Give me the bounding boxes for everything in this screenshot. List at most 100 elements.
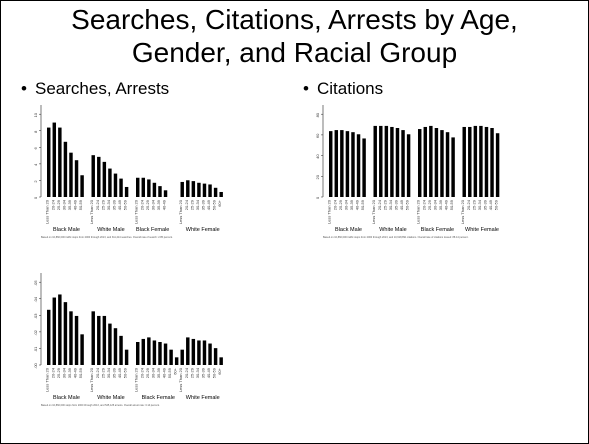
y-tick-label: .00 [33, 362, 38, 368]
bar [52, 297, 57, 365]
group-label: White Male [97, 395, 125, 401]
x-tick-label: 35-39 [156, 367, 161, 378]
bar [429, 125, 433, 197]
x-tick-label: 50-59 [360, 199, 365, 210]
bullet-searches-arrests: • Searches, Arrests [21, 79, 169, 99]
group-label: Black Female [142, 395, 175, 401]
x-tick-label: 35-39 [67, 367, 72, 378]
bar [219, 357, 223, 365]
x-tick-label: 50-59 [212, 367, 217, 378]
x-tick-label: 50-59 [123, 199, 128, 210]
chart-footnote: Based on 10,860,000 traffic stops from 2… [323, 236, 469, 239]
bar [208, 184, 212, 197]
x-tick-label: 25-29 [471, 199, 476, 210]
x-tick-label: 20-24 [466, 199, 471, 210]
x-tick-label: 50-59 [123, 367, 128, 378]
bar [108, 168, 112, 197]
slide-title-line-1: Searches, Citations, Arrests by Age, [71, 4, 518, 35]
bar [208, 343, 212, 365]
x-tick-label: 40-49 [206, 367, 211, 378]
y-tick-label: 8 [33, 130, 38, 133]
x-tick-label: 25-29 [189, 199, 194, 210]
bar [152, 182, 157, 197]
x-tick-label: 30-34 [106, 367, 111, 378]
group-label: White Female [186, 395, 220, 401]
bar [440, 130, 444, 197]
x-tick-label: 20-24 [139, 367, 144, 378]
x-tick-label: Less Than 20 [45, 367, 50, 392]
bar [197, 182, 201, 197]
bar [401, 130, 405, 197]
x-tick-label: 25-29 [189, 367, 194, 378]
x-tick-label: 25-29 [145, 367, 150, 378]
x-tick-label: 40-49 [355, 199, 360, 210]
bar [191, 181, 196, 197]
x-tick-label: 40-49 [73, 367, 78, 378]
x-tick-label: Less Than 20 [178, 367, 183, 392]
bullet-label: Citations [317, 79, 384, 98]
chart-searches: 0 2 4 6 8 10 Less Than 20 20-24 25-29 30-34 35-39 4… [31, 101, 231, 247]
bar [52, 122, 57, 197]
bar [58, 127, 62, 197]
y-tick-label: .05 [33, 280, 38, 286]
bar [47, 309, 51, 365]
bar [362, 138, 366, 197]
x-tick-label: 30-34 [150, 367, 155, 378]
x-tick-label: 30-34 [195, 199, 200, 210]
x-tick-label: 20-24 [139, 199, 144, 210]
x-tick-label: Less Than 20 [45, 199, 50, 224]
slide-title: Searches, Citations, Arrests by Age, Gen… [11, 3, 578, 69]
x-tick-label: 25-29 [427, 199, 432, 210]
bar [406, 134, 411, 197]
x-tick-label: 50-59 [405, 199, 410, 210]
x-tick-label: 20-24 [184, 199, 189, 210]
x-tick-label: 35-39 [111, 367, 116, 378]
y-tick-label: .03 [33, 313, 38, 319]
chart-arrests: .00.01.02.03.04.05 Less Than 20 20-24 25-29… [31, 269, 231, 415]
x-tick-label: 40-49 [444, 199, 449, 210]
bar [97, 156, 101, 197]
bar [74, 160, 79, 197]
bar [451, 137, 455, 197]
bar [136, 177, 140, 197]
y-tick-label: 6 [33, 146, 38, 149]
bar [484, 126, 489, 197]
x-tick-label: Less Than 20 [89, 367, 94, 392]
group-label: White Female [186, 227, 220, 233]
bar [169, 349, 173, 365]
bar [445, 132, 450, 197]
x-tick-label: 35-39 [111, 199, 116, 210]
bar [141, 338, 146, 365]
x-tick-label: 30-34 [106, 199, 111, 210]
x-tick-label: 50-59 [212, 199, 217, 210]
x-tick-label: Less Than 20 [89, 199, 94, 224]
x-tick-label: 20-24 [377, 199, 382, 210]
bar [158, 342, 162, 365]
bar [462, 126, 466, 197]
bar [163, 343, 168, 365]
bar [379, 125, 383, 197]
bar [47, 127, 51, 197]
bar [213, 348, 218, 365]
x-tick-label: 25-29 [382, 199, 387, 210]
x-tick-label: 30-34 [61, 199, 66, 210]
bar [102, 315, 107, 365]
bar [74, 315, 79, 365]
bar [434, 128, 439, 197]
x-tick-label: 40-49 [73, 199, 78, 210]
y-tick-label: 20 [315, 174, 320, 179]
group-label: Black Female [421, 227, 454, 233]
x-tick-label: 60+ [173, 367, 178, 374]
bar [390, 126, 394, 197]
x-tick-label: 30-34 [195, 367, 200, 378]
group-label: Black Male [53, 227, 80, 233]
chart-citations: 0 20 40 60 80 Less Than 20 20-24 25-29 30-34 35-3… [313, 101, 513, 247]
x-tick-label: Less Than 20 [327, 199, 332, 224]
bar [124, 186, 129, 197]
bar [219, 191, 223, 197]
bar [147, 337, 151, 365]
x-tick-label: 40-49 [162, 367, 167, 378]
x-tick-label: 25-29 [100, 199, 105, 210]
